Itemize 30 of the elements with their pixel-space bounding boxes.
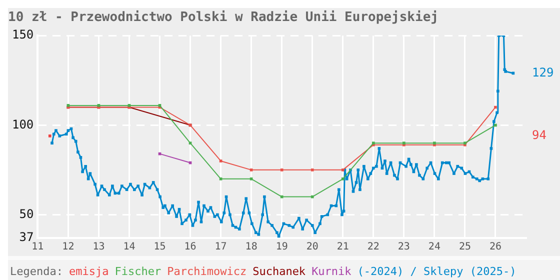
text: Suchanek (252, 264, 306, 278)
x-tick-label: 16 (184, 242, 196, 253)
chart-title: 10 zł - Przewodnictwo Polski w Radzie Unii Europejskiej (8, 10, 438, 26)
text: emisja (68, 264, 109, 278)
y-tick-label: 50 (19, 206, 34, 221)
text: Fischer (114, 264, 162, 278)
x-tick-label: 26 (489, 242, 502, 253)
x-tick-label: 11 (32, 242, 44, 253)
x-tick-label: 24 (428, 242, 440, 253)
x-tick-label: 23 (398, 242, 410, 253)
x-tick-label: 14 (123, 242, 136, 253)
x-tick-label: 20 (306, 242, 318, 253)
legend-title: Legenda: (10, 264, 63, 278)
x-tick-label: 21 (336, 242, 349, 253)
x-tick-label: 17 (214, 242, 227, 253)
x-tick-label: 22 (367, 242, 380, 253)
x-tick-label: 13 (92, 242, 105, 253)
text: 129 (532, 65, 554, 80)
y-tick-label: 100 (12, 117, 34, 132)
y-tick-label: 150 (12, 28, 34, 42)
text: Parchimowicz (167, 264, 247, 278)
text: Kurnik (312, 264, 352, 278)
x-tick-label: 18 (245, 242, 258, 253)
text: (-2024) / Sklepy (2025-) (357, 264, 516, 278)
x-tick-label: 25 (458, 242, 471, 253)
x-tick-label: 19 (276, 242, 288, 253)
text: 94 (532, 128, 546, 142)
x-tick-label: 15 (154, 242, 166, 253)
y-tick-label: 37 (19, 230, 34, 244)
x-tick-label: 12 (62, 242, 74, 253)
